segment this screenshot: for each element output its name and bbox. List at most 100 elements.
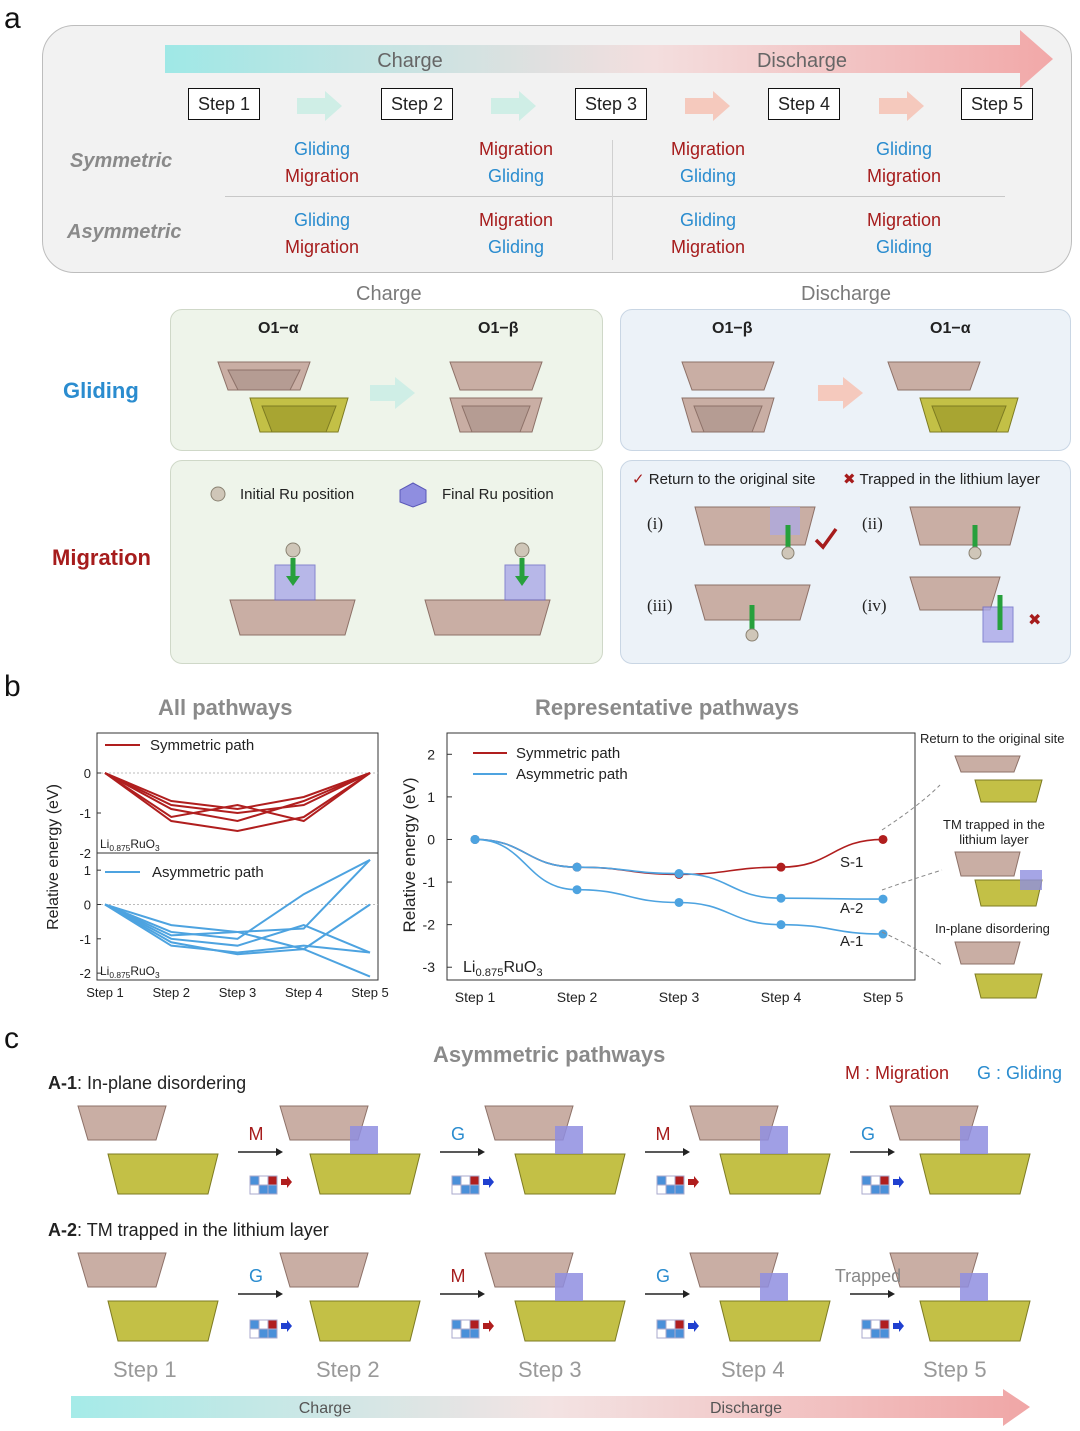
op-label: G: [451, 1124, 465, 1144]
top-ytick: 0: [84, 766, 91, 781]
sym-cell-4: Gliding Migration: [866, 139, 942, 186]
initial-ru-label: Initial Ru position: [240, 486, 355, 503]
all-pathways-chart: 0 -1 -2 1 0 -1 -2 Step 1 Step 2 Step 3 Step 4 Step …: [45, 732, 389, 1000]
c-step-1: Step 1: [113, 1357, 177, 1382]
rep-xtick-label: Step 1: [455, 989, 496, 1005]
op-arrow-head: [683, 1148, 690, 1156]
mini-grid-cell: [460, 1328, 471, 1339]
x-tick-label: Step 1: [86, 985, 124, 1000]
migration-discharge-structures: ✖: [694, 506, 1041, 643]
mini-grid-cell: [674, 1319, 685, 1330]
asym-cell-1: Gliding Migration: [284, 210, 360, 257]
x-tick-label: Step 5: [351, 985, 389, 1000]
mini-grid-arrow: [893, 1320, 904, 1332]
c-step-5: Step 5: [923, 1357, 987, 1382]
asym-legend-label: Asymmetric path: [152, 864, 264, 881]
check-icon: ✓: [632, 471, 645, 488]
mini-grid-cell: [674, 1328, 685, 1339]
rep-asym-legend-label: Asymmetric path: [516, 766, 628, 783]
gliding-row-label: Gliding: [63, 378, 139, 403]
side-trapped-label: TM trapped in the lithium layer: [943, 817, 1045, 847]
sym-cell-2: Migration Gliding: [478, 139, 554, 186]
mini-grid-cell: [665, 1319, 676, 1330]
purple-octa: [555, 1273, 583, 1301]
top-formula: Li0.875RuO3: [100, 837, 160, 853]
symmetric-series-line: [104, 772, 371, 823]
op-arrow-head: [276, 1148, 283, 1156]
mini-grid-cell: [460, 1184, 471, 1195]
panel-label-c: c: [4, 1022, 19, 1055]
op-label: G: [861, 1124, 875, 1144]
mini-grid-arrow: [281, 1320, 292, 1332]
discharge-heading: Discharge: [801, 283, 892, 305]
small-arrow-4: [879, 91, 924, 121]
rep-sym-legend-label: Symmetric path: [516, 745, 620, 762]
mini-grid-cell: [861, 1184, 872, 1195]
gliding-discharge-structures: [681, 361, 1019, 433]
a1-heading: A-1: In-plane disordering: [48, 1073, 247, 1093]
final-ru-label: Final Ru position: [442, 486, 554, 503]
side-structures: [881, 755, 1043, 999]
rep-ytick: -2: [423, 917, 436, 933]
sym-legend-label: Symmetric path: [150, 737, 254, 754]
case-i: (i): [647, 514, 664, 533]
column-divider: [612, 140, 613, 260]
representative-pathways-chart: 2 1 0 -1 -2 -3 Step 1 Step 2 Step 3 Step 4 Step 5 S…: [400, 732, 916, 1005]
asymmetric-pathway-diagram: M G M G G M G Trapped: [77, 1105, 1031, 1342]
bottom-ytick: 0: [84, 897, 91, 912]
all-pathways-title: All pathways: [158, 695, 293, 720]
mini-grid-cell: [870, 1184, 881, 1195]
mini-grid-cell: [665, 1328, 676, 1339]
asymmetric-series-line: [104, 903, 371, 954]
rep-xtick-label: Step 3: [659, 989, 700, 1005]
charge-discharge-arrow: Charge Discharge: [165, 30, 1053, 88]
row-divider: [225, 196, 1005, 197]
octa-layer-yellow: [107, 1300, 219, 1342]
op-arrow-head: [276, 1290, 283, 1298]
top-ytick: -1: [79, 806, 91, 821]
mini-grid-arrow: [483, 1320, 494, 1332]
c-step-2: Step 2: [316, 1357, 380, 1382]
step-box-3: Step 3: [575, 88, 647, 120]
rep-point-A-1: [470, 834, 480, 844]
sym-cell-1: Gliding Migration: [284, 139, 360, 186]
mini-grid-cell: [267, 1319, 278, 1330]
octahedra-stack: [449, 361, 543, 433]
op-arrow-head: [478, 1290, 485, 1298]
mini-grid-cell: [460, 1319, 471, 1330]
x-tick-label: Step 4: [285, 985, 323, 1000]
rep-xtick-label: Step 4: [761, 989, 802, 1005]
small-arrow-1: [297, 91, 342, 121]
x-tick-label: Step 3: [219, 985, 257, 1000]
rep-point-S-1: [878, 834, 888, 844]
a2-heading: A-2: TM trapped in the lithium layer: [48, 1220, 329, 1240]
mini-grid-cell: [656, 1175, 667, 1186]
arrow-charge-label: Charge: [377, 50, 443, 72]
rep-point-A-1: [878, 929, 888, 939]
mini-grid-cell: [469, 1328, 480, 1339]
symmetric-series-line: [104, 772, 371, 833]
mini-grid-cell: [879, 1319, 890, 1330]
small-arrow-2: [491, 91, 536, 121]
mini-grid-cell: [451, 1175, 462, 1186]
octa-layer-pink: [77, 1105, 167, 1141]
rep-ytick: -3: [423, 959, 436, 975]
op-arrow-head: [888, 1290, 895, 1298]
o1-beta-title-charge: O1−β: [478, 320, 519, 337]
rep-chart-frame: [446, 732, 916, 981]
asym-cell-4: Migration Gliding: [866, 210, 942, 257]
sym-cell-3: Migration Gliding: [670, 139, 746, 186]
mini-grid-arrow: [281, 1176, 292, 1188]
mini-grid-cell: [249, 1184, 260, 1195]
purple-octa: [350, 1126, 378, 1154]
o1-alpha-title-discharge: O1−α: [930, 320, 971, 337]
rep-point-A-1: [776, 920, 786, 930]
octa-layer-yellow: [919, 1300, 1031, 1342]
rep-series-A-1: [474, 838, 884, 935]
return-site-label: ✓ Return to the original site: [632, 471, 816, 488]
curve-label-s1: S-1: [840, 854, 863, 871]
octa-layer-yellow: [514, 1300, 626, 1342]
asymmetric-series-line: [104, 903, 371, 978]
step-box-4: Step 4: [768, 88, 840, 120]
octa-layer-pink: [279, 1252, 369, 1288]
